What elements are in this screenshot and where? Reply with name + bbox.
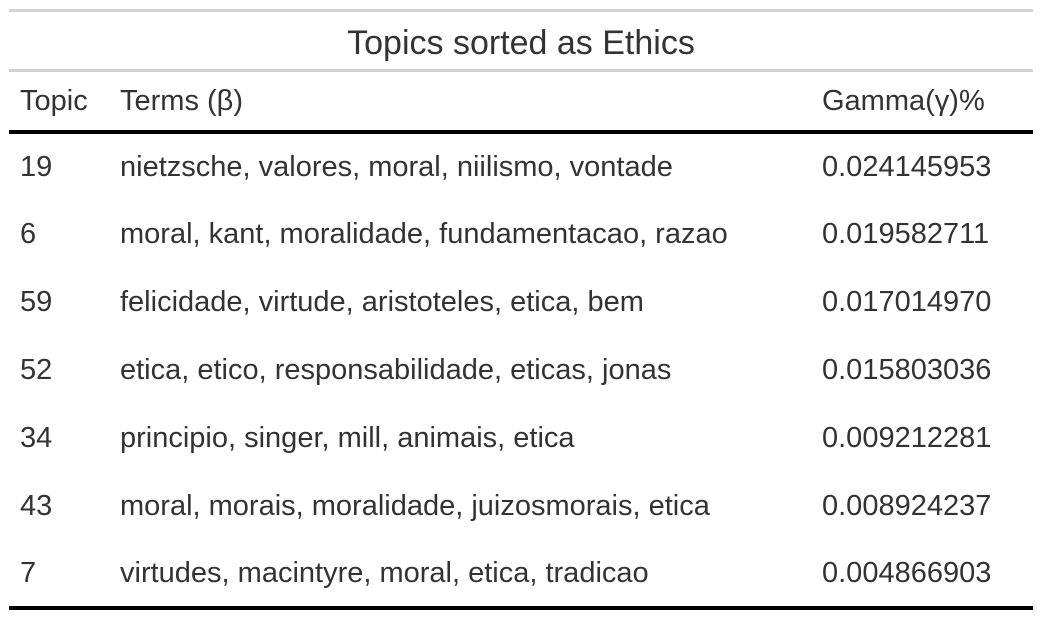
table-body: 19 nietzsche, valores, moral, niilismo, … <box>9 132 1033 610</box>
terms-cell: moral, kant, moralidade, fundamentacao, … <box>120 217 728 250</box>
gamma-cell: 0.019582711 <box>822 217 990 250</box>
topics-table-container: Topics sorted as Ethics Topic Terms (β) … <box>9 9 1033 610</box>
table-top-border <box>9 9 1033 12</box>
gamma-cell: 0.024145953 <box>822 150 992 183</box>
gamma-cell: 0.017014970 <box>822 285 992 318</box>
terms-cell: moral, morais, moralidade, juizosmorais,… <box>120 489 710 522</box>
column-header-terms: Terms (β) <box>109 72 811 134</box>
table-row: 34 principio, singer, mill, animais, eti… <box>9 404 1033 472</box>
topic-cell: 52 <box>20 353 53 386</box>
table-row: 7 virtudes, macintyre, moral, etica, tra… <box>9 540 1033 610</box>
topic-cell: 59 <box>20 285 53 318</box>
gamma-cell: 0.008924237 <box>822 489 992 522</box>
gamma-cell: 0.015803036 <box>822 353 992 386</box>
column-header-gamma: Gamma(γ)% <box>811 72 1033 134</box>
column-header-topic: Topic <box>9 72 109 134</box>
terms-cell: felicidade, virtude, aristoteles, etica,… <box>120 285 644 318</box>
topic-cell: 19 <box>20 150 53 183</box>
terms-cell: nietzsche, valores, moral, niilismo, von… <box>120 150 673 183</box>
topic-cell: 6 <box>20 217 37 250</box>
gamma-cell: 0.004866903 <box>811 540 1033 610</box>
table-row: 19 nietzsche, valores, moral, niilismo, … <box>9 132 1033 200</box>
table-row: 6 moral, kant, moralidade, fundamentacao… <box>9 200 1033 268</box>
topic-cell: 7 <box>9 540 109 610</box>
table-row: 43 moral, morais, moralidade, juizosmora… <box>9 472 1033 540</box>
topics-table: Topic Terms (β) Gamma(γ)% 19 nietzsche, … <box>9 72 1033 610</box>
terms-cell: principio, singer, mill, animais, etica <box>120 421 575 454</box>
terms-cell: etica, etico, responsabilidade, eticas, … <box>120 353 672 386</box>
terms-cell: virtudes, macintyre, moral, etica, tradi… <box>109 540 811 610</box>
header-row: Topic Terms (β) Gamma(γ)% <box>9 72 1033 134</box>
gamma-cell: 0.009212281 <box>822 421 992 454</box>
topic-cell: 43 <box>20 489 53 522</box>
table-row: 52 etica, etico, responsabilidade, etica… <box>9 336 1033 404</box>
topic-cell: 34 <box>20 421 53 454</box>
table-header: Topic Terms (β) Gamma(γ)% <box>9 72 1033 134</box>
table-title: Topics sorted as Ethics <box>9 12 1033 72</box>
table-row: 59 felicidade, virtude, aristoteles, eti… <box>9 268 1033 336</box>
